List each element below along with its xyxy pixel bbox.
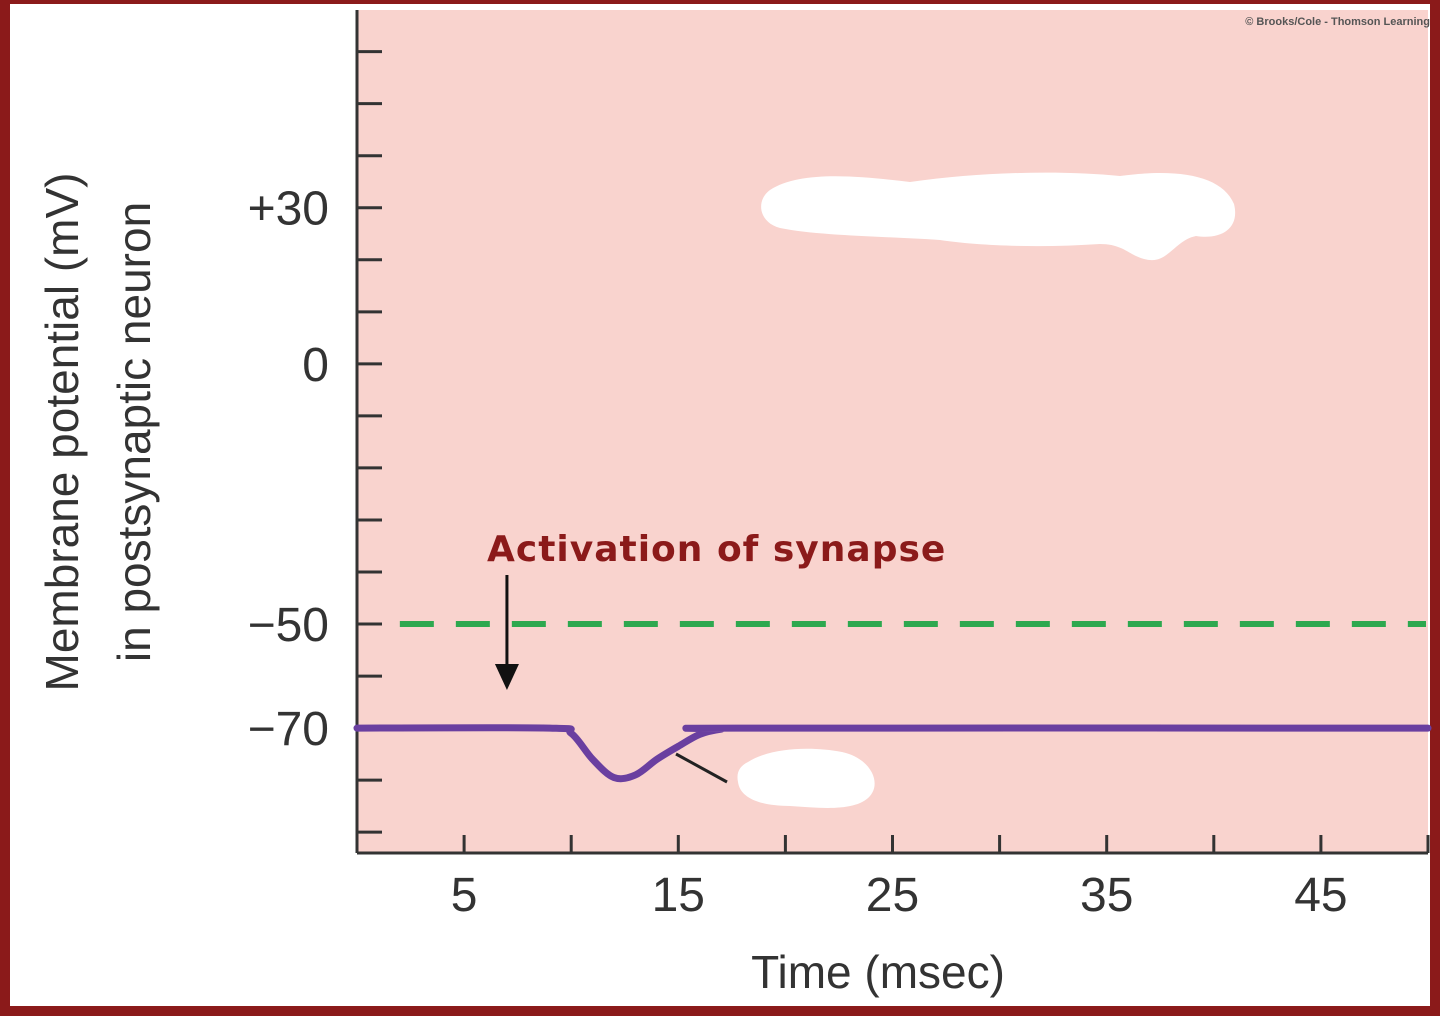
y-axis-title-line-1: Membrane potential (mV) bbox=[36, 173, 88, 692]
x-tick-label: 25 bbox=[866, 869, 919, 922]
annotation-text: Activation of synapse bbox=[487, 529, 946, 570]
annotation: Activation of synapse bbox=[487, 529, 946, 690]
credit-text: © Brooks/Cole - Thomson Learning bbox=[1245, 16, 1430, 28]
redaction-blobs bbox=[737, 172, 1236, 808]
y-tick-label: −70 bbox=[248, 703, 329, 756]
annotation-arrowhead bbox=[494, 664, 519, 690]
y-tick-label: +30 bbox=[248, 183, 329, 236]
x-tick-label: 5 bbox=[451, 869, 478, 922]
y-tick-label: 0 bbox=[302, 339, 329, 392]
x-tick-label: 45 bbox=[1294, 869, 1347, 922]
redaction-blob bbox=[761, 172, 1236, 261]
x-axis-ticks: 5 15 25 35 45 bbox=[451, 835, 1430, 922]
callout-leader-line bbox=[675, 752, 728, 784]
x-axis-title: Time (msec) bbox=[751, 946, 1005, 998]
x-tick-label: 15 bbox=[652, 869, 705, 922]
plot-background bbox=[357, 10, 1428, 853]
redaction-blob bbox=[737, 748, 875, 808]
series-line-membrane-potential bbox=[353, 724, 1432, 783]
y-tick-label: −50 bbox=[248, 599, 329, 652]
y-axis-title-line-2: in postsynaptic neuron bbox=[108, 202, 160, 662]
y-axis-ticks: +30 0 −50 −70 bbox=[248, 50, 382, 834]
x-tick-label: 35 bbox=[1080, 869, 1133, 922]
